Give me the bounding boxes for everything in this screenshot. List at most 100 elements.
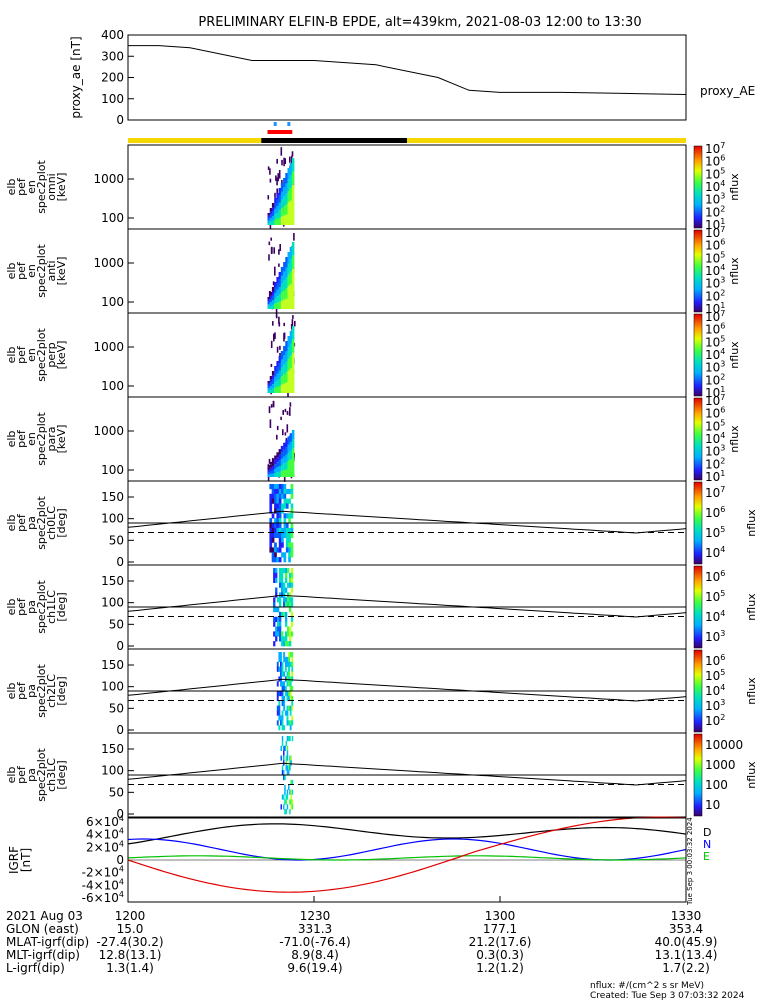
flux-cell: [286, 656, 289, 663]
flux-cell: [286, 736, 289, 742]
flux-cell: [286, 765, 289, 771]
flux-cell: [284, 666, 287, 672]
flux-mark: [273, 333, 275, 342]
flux-mark: [280, 147, 283, 156]
flux-cell: [291, 439, 295, 449]
flux-cell: [283, 656, 286, 663]
flux-cell: [281, 794, 284, 800]
flux-cell: [287, 468, 290, 477]
flux-mark: [273, 247, 275, 254]
flux-cell: [289, 705, 292, 711]
flux-cell: [291, 242, 295, 256]
flux-cell: [274, 459, 277, 465]
flux-cell: [279, 631, 282, 637]
flux-mark: [282, 410, 284, 415]
flux-cell: [276, 472, 279, 477]
y-tick-label: -2×104: [82, 865, 124, 880]
ephemeris-value: 331.3: [298, 922, 332, 936]
flux-cell: [279, 572, 282, 579]
flux-cell: [280, 191, 284, 200]
flux-cell: [278, 370, 282, 379]
flux-cell: [281, 587, 284, 593]
flux-cell: [269, 532, 273, 538]
flux-cell: [287, 460, 290, 469]
flux-cell: [285, 537, 289, 543]
spectrogram-panel: 1001000elbpefenspec2plotanti[keV]1011021…: [5, 225, 741, 317]
flux-cell: [283, 641, 286, 647]
y-axis-label: para: [45, 427, 58, 452]
flux-cell: [285, 372, 288, 383]
flux-cell: [285, 257, 288, 268]
colorbar-label: nflux: [728, 173, 741, 201]
y-tick-label: 300: [101, 49, 124, 63]
flux-cell: [280, 208, 284, 217]
flux-cell: [271, 537, 275, 543]
flux-cell: [290, 523, 294, 529]
flux-cell: [271, 458, 275, 463]
flux-mark: [274, 332, 276, 340]
flux-cell: [278, 557, 282, 563]
flux-cell: [289, 343, 293, 356]
flux-cell: [289, 631, 292, 637]
colorbar-label: nflux: [745, 761, 758, 789]
flux-cell: [278, 652, 281, 658]
y-tick-label: 0: [116, 555, 124, 569]
flux-cell: [271, 379, 275, 385]
y-axis-label: proxy_ae [nT]: [69, 36, 83, 118]
flux-cell: [289, 736, 291, 742]
flux-cell: [283, 206, 286, 216]
flux-cell: [287, 252, 290, 264]
flux-mark: [283, 157, 285, 167]
flux-cell: [290, 616, 294, 622]
flux-cell: [278, 202, 282, 211]
spectrogram-panel: 1001000elbpefenspec2plotpara[keV]1011021…: [5, 393, 741, 484]
y-axis-label: elb: [5, 515, 18, 532]
flux-cell: [285, 267, 288, 278]
flux-cell: [291, 789, 294, 795]
flux-cell: [274, 518, 277, 524]
colorbar-tick-label: 102: [705, 713, 725, 728]
flux-cell: [274, 508, 277, 514]
flux-cell: [269, 464, 273, 468]
flux-cell: [288, 765, 290, 771]
flux-cell: [279, 582, 282, 588]
flux-cell: [283, 568, 286, 574]
flux-cell: [276, 361, 279, 368]
flux-cell: [291, 666, 294, 672]
colorbar-tick-label: 105: [705, 589, 725, 604]
flux-cell: [279, 568, 282, 574]
flux-cell: [289, 433, 293, 442]
flux-cell: [276, 212, 279, 219]
flux-cell: [288, 542, 291, 548]
flux-cell: [274, 203, 277, 209]
y-axis-label: ch0LC: [45, 506, 58, 540]
flux-cell: [281, 720, 284, 726]
flux-cell: [281, 636, 284, 642]
flux-cell: [278, 363, 282, 371]
y-tick-label: -6×104: [82, 890, 124, 905]
flux-cell: [279, 621, 282, 627]
flux-cell: [288, 770, 290, 776]
flux-cell: [271, 547, 275, 553]
colorbar-tick-label: 103: [705, 698, 725, 713]
flux-cell: [285, 621, 288, 627]
flux-cell: [285, 173, 288, 184]
flux-cell: [283, 750, 285, 756]
flux-cell: [267, 465, 270, 468]
flux-cell: [280, 359, 284, 368]
flux-cell: [269, 470, 273, 474]
flux-cell: [284, 745, 286, 751]
flux-cell: [289, 380, 293, 393]
flux-mark: [294, 320, 296, 327]
y-axis-label: omni: [45, 173, 58, 200]
flux-cell: [269, 292, 273, 296]
flux-cell: [274, 214, 277, 220]
series-label: E: [703, 850, 710, 863]
flux-cell: [269, 547, 273, 553]
flux-cell: [276, 527, 280, 534]
y-axis-label: spec2plot: [35, 328, 48, 382]
flux-cell: [291, 158, 295, 172]
flux-cell: [276, 691, 279, 697]
flux-cell: [285, 641, 288, 647]
